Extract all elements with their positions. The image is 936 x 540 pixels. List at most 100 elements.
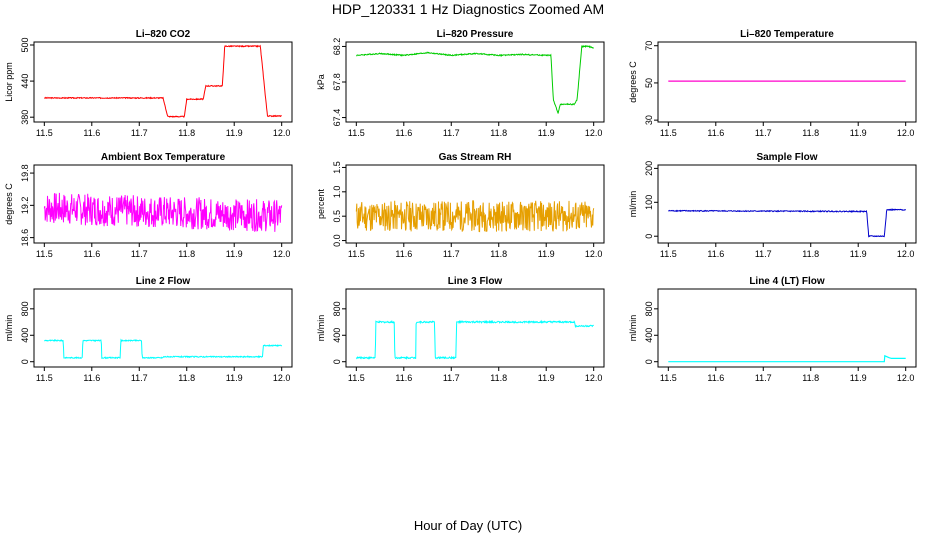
- x-tick-label-rh: 11.7: [443, 249, 460, 259]
- y-tick-label-line3: 0: [332, 359, 342, 364]
- x-tick-label-temp: 12.0: [897, 128, 915, 138]
- x-tick-label-sample: 11.9: [850, 249, 867, 259]
- panel-co2: Li–820 CO2 11.5 11.6 11.7 11.8 11.9 12.0 380 440…: [4, 29, 293, 138]
- y-tick-label-rh: 1.0: [332, 186, 342, 199]
- panel-title-ambient: Ambient Box Temperature: [101, 152, 226, 163]
- x-axis-title: Hour of Day (UTC): [413, 518, 523, 533]
- x-tick-label-line4: 11.9: [850, 373, 867, 383]
- x-tick-label-co2: 11.7: [131, 128, 148, 138]
- plot-frame-temp: [657, 41, 917, 123]
- x-tick-label-line4: 12.0: [897, 373, 915, 383]
- x-tick-label-pressure: 11.7: [443, 128, 460, 138]
- series-line-co2: [44, 44, 282, 118]
- panel-title-temp: Li–820 Temperature: [740, 29, 834, 40]
- panel-pressure: Li–820 Pressure 11.5 11.6 11.7 11.8 11.9 12.0 6…: [316, 29, 605, 138]
- x-tick-label-ambient: 11.8: [178, 249, 195, 259]
- series-line-rh: [355, 200, 595, 233]
- y-tick-label-line2: 0: [20, 359, 30, 364]
- series-line-line2: [44, 338, 283, 360]
- series-line-sample: [668, 208, 907, 238]
- y-tick-label-temp: 70: [644, 41, 654, 51]
- plot-frame-ambient: [33, 164, 293, 244]
- x-tick-label-line3: 11.7: [443, 373, 460, 383]
- x-tick-label-line4: 11.6: [707, 373, 724, 383]
- x-tick-label-temp: 11.8: [802, 128, 819, 138]
- panel-ambient: Ambient Box Temperature 11.5 11.6 11.7 11.8 1…: [4, 152, 293, 259]
- plot-frame-line4: [657, 288, 917, 368]
- x-tick-label-pressure: 11.5: [348, 128, 365, 138]
- x-tick-label-line4: 11.5: [660, 373, 677, 383]
- x-tick-label-line2: 11.8: [178, 373, 195, 383]
- y-tick-label-pressure: 67.4: [332, 109, 342, 127]
- panel-line4: Line 4 (LT) Flow 11.5 11.6 11.7 11.8 11.9 12.0…: [628, 276, 917, 383]
- y-axis-label-sample: ml/min: [628, 191, 638, 218]
- y-axis-label-temp: degrees C: [628, 61, 638, 103]
- x-tick-label-co2: 11.5: [36, 128, 53, 138]
- panel-line2: Line 2 Flow 11.5 11.6 11.7 11.8 11.9 12.0 0 400 8…: [4, 276, 293, 383]
- x-tick-label-sample: 11.7: [755, 249, 772, 259]
- y-tick-label-line4: 800: [644, 301, 654, 316]
- y-tick-label-co2: 380: [20, 110, 30, 125]
- y-tick-label-line3: 800: [332, 301, 342, 316]
- y-tick-label-line4: 0: [644, 359, 654, 364]
- x-tick-label-line2: 11.7: [131, 373, 148, 383]
- y-tick-label-ambient: 18.6: [20, 229, 30, 247]
- y-axis-label-rh: percent: [316, 188, 326, 219]
- x-tick-label-line4: 11.7: [755, 373, 772, 383]
- y-tick-label-co2: 500: [20, 37, 30, 52]
- plot-frame-line3: [345, 288, 605, 368]
- x-tick-label-rh: 12.0: [585, 249, 603, 259]
- x-tick-label-line3: 11.5: [348, 373, 365, 383]
- series-line-line3: [355, 319, 594, 361]
- x-tick-label-line2: 11.5: [36, 373, 53, 383]
- x-tick-label-line2: 11.6: [83, 373, 100, 383]
- x-tick-label-co2: 11.6: [83, 128, 100, 138]
- x-tick-label-line3: 11.6: [395, 373, 412, 383]
- y-tick-label-co2: 440: [20, 74, 30, 89]
- figure-title: HDP_120331 1 Hz Diagnostics Zoomed AM: [331, 1, 605, 17]
- x-tick-label-pressure: 11.6: [395, 128, 412, 138]
- y-tick-label-sample: 200: [644, 161, 654, 176]
- x-tick-label-ambient: 11.9: [226, 249, 243, 259]
- y-tick-label-rh: 1.5: [332, 161, 342, 174]
- x-tick-label-rh: 11.9: [538, 249, 555, 259]
- x-tick-label-rh: 11.8: [490, 249, 507, 259]
- x-tick-label-line2: 12.0: [273, 373, 291, 383]
- y-axis-label-pressure: kPa: [316, 74, 326, 90]
- panel-rh: Gas Stream RH 11.5 11.6 11.7 11.8 11.9 12.0 0.0…: [316, 152, 605, 259]
- x-tick-label-sample: 12.0: [897, 249, 915, 259]
- y-tick-label-sample: 0: [644, 234, 654, 239]
- x-tick-label-line3: 11.9: [538, 373, 555, 383]
- x-tick-label-rh: 11.5: [348, 249, 365, 259]
- x-tick-label-ambient: 11.5: [36, 249, 53, 259]
- y-tick-label-rh: 0.0: [332, 234, 342, 247]
- series-line-line4: [668, 354, 906, 363]
- x-tick-label-temp: 11.9: [850, 128, 867, 138]
- x-tick-label-rh: 11.6: [395, 249, 412, 259]
- y-tick-label-ambient: 19.2: [20, 197, 30, 215]
- y-tick-label-pressure: 68.2: [332, 38, 342, 56]
- x-tick-label-pressure: 11.9: [538, 128, 555, 138]
- y-tick-label-line3: 400: [332, 328, 342, 343]
- panel-title-rh: Gas Stream RH: [439, 152, 512, 163]
- y-axis-label-ambient: degrees C: [4, 183, 14, 225]
- x-tick-label-line4: 11.8: [802, 373, 819, 383]
- series-line-pressure: [356, 44, 594, 114]
- panel-line3: Line 3 Flow 11.5 11.6 11.7 11.8 11.9 12.0 0 400 8…: [316, 276, 605, 383]
- x-tick-label-ambient: 11.7: [131, 249, 148, 259]
- x-tick-label-sample: 11.5: [660, 249, 677, 259]
- y-tick-label-ambient: 19.8: [20, 164, 30, 182]
- panel-title-line2: Line 2 Flow: [136, 276, 191, 287]
- y-tick-label-line2: 800: [20, 301, 30, 316]
- x-tick-label-pressure: 12.0: [585, 128, 603, 138]
- plot-frame-rh: [345, 164, 605, 244]
- x-tick-label-temp: 11.7: [755, 128, 772, 138]
- y-axis-label-line2: ml/min: [4, 315, 14, 342]
- x-tick-label-sample: 11.6: [707, 249, 724, 259]
- y-tick-label-temp: 50: [644, 78, 654, 88]
- x-tick-label-line2: 11.9: [226, 373, 243, 383]
- panel-title-sample: Sample Flow: [756, 152, 817, 163]
- panel-title-line3: Line 3 Flow: [448, 276, 503, 287]
- y-tick-label-pressure: 67.8: [332, 73, 342, 91]
